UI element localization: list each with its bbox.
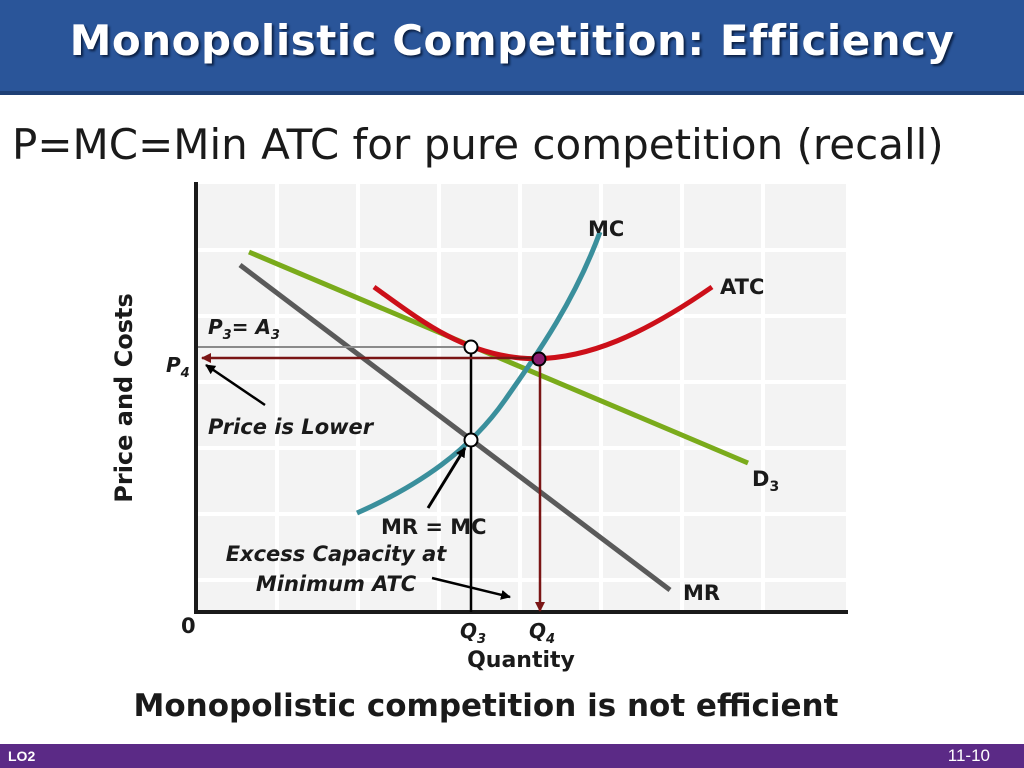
- q3-label-sub: 3: [477, 632, 486, 647]
- slide-number: 11-10: [947, 746, 990, 765]
- mc-label: MC: [588, 217, 624, 241]
- mr-curve: [238, 263, 672, 592]
- x-axis-label: Quantity: [467, 648, 575, 673]
- q4-label-main: Q: [529, 619, 546, 643]
- q4-label-sub: 4: [545, 632, 555, 647]
- p3-equilibrium-point: [463, 339, 479, 355]
- title-bar: Monopolistic Competition: Efficiency: [0, 0, 1024, 95]
- mr-mc-label: MR = MC: [381, 515, 487, 539]
- demand-label-sub: 3: [769, 479, 779, 495]
- p4-label-main: P: [166, 353, 181, 377]
- p3-a3-label-mid: = A: [232, 315, 271, 339]
- p3-a3-label-sub: 3: [223, 328, 232, 343]
- p3-a3-label: P3= A3: [208, 315, 280, 343]
- atc-label: ATC: [720, 275, 764, 299]
- learning-objective-label: LO2: [8, 748, 36, 764]
- mr-label: MR: [683, 581, 720, 605]
- excess-capacity-line1: Excess Capacity at: [226, 542, 448, 566]
- p4-label: P4: [166, 353, 190, 381]
- demand-label: D3: [752, 467, 779, 495]
- slide-title: Monopolistic Competition: Efficiency: [69, 16, 955, 65]
- excess-capacity-arrow: [431, 576, 511, 600]
- footer-bar: LO2 11-10: [0, 744, 1024, 768]
- q4-label: Q4: [529, 619, 555, 647]
- excess-capacity-line2: Minimum ATC: [256, 572, 417, 596]
- price-lower-label: Price is Lower: [208, 415, 375, 439]
- p3-a3-label-main: P: [208, 315, 223, 339]
- q3-label-main: Q: [460, 619, 477, 643]
- grid: [198, 184, 846, 612]
- q3-label: Q3: [460, 619, 486, 647]
- demand-label-main: D: [752, 467, 769, 491]
- p3-a3-label-sub2: 3: [271, 328, 280, 343]
- mr-mc-arrow: [426, 447, 467, 509]
- origin-label: 0: [181, 614, 196, 638]
- price-lower-arrow: [205, 363, 266, 407]
- p4-label-sub: 4: [180, 366, 190, 381]
- mc-curve: [355, 231, 603, 516]
- mr-mc-intersection-point: [463, 432, 479, 448]
- slide-subtitle: P=MC=Min ATC for pure competition (recal…: [12, 120, 944, 169]
- conclusion-text: Monopolistic competition is not efficien…: [133, 688, 839, 724]
- min-atc-point: [531, 351, 547, 367]
- y-axis-label: Price and Costs: [110, 293, 138, 502]
